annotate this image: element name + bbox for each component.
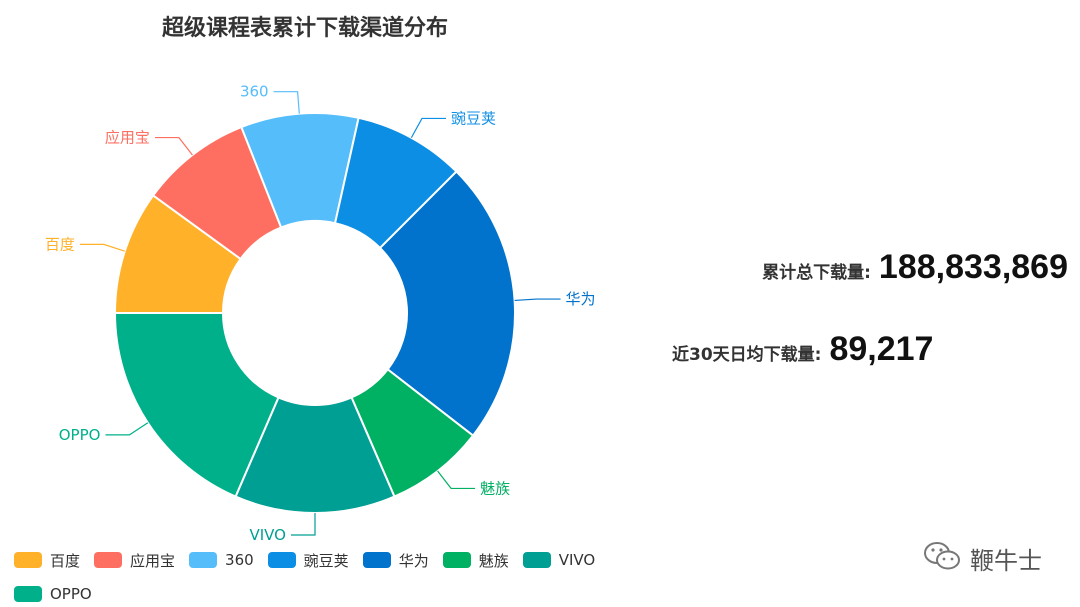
watermark-text: 鞭牛士	[970, 546, 1042, 575]
leader-line-5	[437, 470, 476, 490]
leader-line-0	[79, 243, 125, 252]
legend-item-5[interactable]: 魅族	[442, 548, 509, 572]
watermark: 鞭牛士	[922, 540, 1042, 576]
legend-label-4: 华为	[398, 551, 429, 570]
wechat-icon	[922, 540, 962, 576]
leader-line-7	[105, 422, 149, 436]
legend-swatch-0	[14, 552, 42, 568]
leader-line-6	[291, 513, 316, 536]
legend-label-6: VIVO	[558, 551, 596, 569]
legend-swatch-6	[522, 552, 551, 568]
daily-avg-value: 89,217	[829, 330, 934, 368]
legend-item-4[interactable]: 华为	[362, 548, 429, 572]
total-downloads-label: 累计总下载量:	[762, 263, 871, 283]
leader-lines	[79, 91, 561, 536]
legend-label-0: 百度	[50, 551, 81, 570]
slice-label-6: VIVO	[250, 526, 287, 544]
slice-label-3: 豌豆荚	[451, 109, 496, 127]
legend-label-5: 魅族	[478, 551, 509, 570]
legend-label-1: 应用宝	[130, 551, 176, 570]
slice-label-1: 应用宝	[105, 129, 150, 147]
legend-swatch-4	[362, 552, 391, 568]
legend-item-1[interactable]: 应用宝	[94, 548, 175, 572]
slice-7[interactable]	[113, 312, 280, 498]
legend-item-2[interactable]: 360	[189, 548, 254, 572]
legend-swatch-7	[14, 586, 42, 602]
legend-label-3: 豌豆荚	[303, 551, 349, 570]
chart-title: 超级课程表累计下载渠道分布	[162, 16, 449, 41]
slice-label-5: 魅族	[480, 479, 510, 497]
slice-label-2: 360	[240, 83, 269, 101]
legend-swatch-3	[267, 552, 296, 568]
legend-swatch-1	[94, 552, 123, 568]
legend-swatch-5	[442, 552, 471, 568]
leader-line-4	[514, 298, 561, 302]
chart-legend: 百度 应用宝 360 豌豆荚 华为 魅族 VIVO OPPO	[14, 548, 654, 606]
legend-label-7: OPPO	[50, 585, 92, 603]
daily-avg-label: 近30天日均下载量:	[672, 345, 822, 365]
daily-avg-row: 近30天日均下载量: 89,217	[672, 330, 933, 369]
legend-label-2: 360	[225, 551, 254, 569]
leader-line-3	[410, 117, 446, 139]
legend-item-6[interactable]: VIVO	[522, 548, 596, 572]
total-downloads-value: 188,833,869	[878, 248, 1068, 286]
slices	[113, 112, 516, 514]
slice-4[interactable]	[378, 170, 516, 437]
legend-item-7[interactable]: OPPO	[14, 582, 92, 606]
leader-line-2	[273, 91, 300, 114]
legend-item-3[interactable]: 豌豆荚	[267, 548, 349, 572]
leader-line-1	[154, 136, 193, 156]
total-downloads-row: 累计总下载量: 188,833,869	[762, 248, 1068, 287]
slice-label-7: OPPO	[59, 426, 101, 444]
slice-label-0: 百度	[45, 235, 75, 253]
slice-label-4: 华为	[566, 290, 596, 308]
legend-item-0[interactable]: 百度	[14, 548, 80, 572]
legend-swatch-2	[189, 552, 218, 568]
